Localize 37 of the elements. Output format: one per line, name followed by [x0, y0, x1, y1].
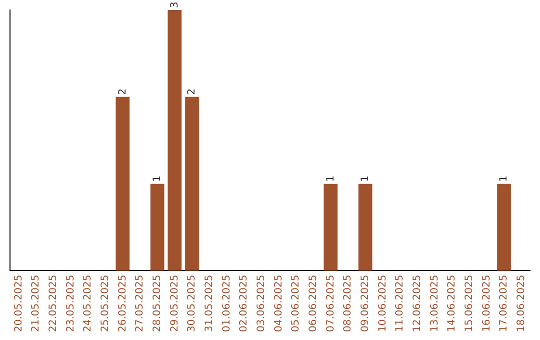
x-tick-label: 30.05.2025	[186, 274, 198, 332]
x-tick-label: 03.06.2025	[256, 274, 267, 332]
data-label: 2	[117, 88, 128, 95]
x-tick-label: 21.05.2025	[30, 274, 42, 332]
x-tick-label: 02.06.2025	[238, 274, 250, 332]
x-tick-label: 04.06.2025	[273, 274, 284, 332]
x-tick-label: 26.05.2025	[117, 274, 128, 332]
x-tick-label: 05.06.2025	[290, 274, 302, 332]
data-label: 1	[152, 175, 163, 182]
x-tick-label: 17.06.2025	[498, 274, 510, 332]
x-tick-label: 08.06.2025	[342, 274, 354, 332]
x-tick-label: 27.05.2025	[134, 274, 146, 332]
x-tick-label: 01.06.2025	[221, 274, 232, 332]
x-tick-label: 16.06.2025	[481, 274, 492, 332]
x-tick-label: 31.05.2025	[204, 274, 215, 332]
data-label: 2	[186, 88, 198, 95]
x-tick-label: 24.05.2025	[82, 274, 94, 332]
x-tick-label: 11.06.2025	[394, 274, 406, 332]
x-tick-label: 20.05.2025	[13, 274, 24, 332]
x-tick-label: 25.05.2025	[100, 274, 111, 332]
x-tick-label: 06.06.2025	[308, 274, 319, 332]
data-label: 1	[360, 175, 371, 182]
x-tick-label: 13.06.2025	[429, 274, 440, 332]
x-tick-label: 09.06.2025	[360, 274, 371, 332]
data-label: 1	[498, 175, 510, 182]
x-tick-label: 07.06.2025	[325, 274, 336, 332]
data-label: 1	[325, 175, 336, 182]
x-tick-label: 18.06.2025	[516, 274, 527, 332]
x-tick-label: 12.06.2025	[412, 274, 423, 332]
x-tick-label: 23.05.2025	[65, 274, 76, 332]
data-label: 3	[169, 2, 180, 8]
x-tick-label: 22.05.2025	[48, 274, 59, 332]
x-tick-label: 15.06.2025	[464, 274, 475, 332]
x-tick-label: 29.05.2025	[169, 274, 180, 332]
x-tick-label: 28.05.2025	[152, 274, 163, 332]
x-tick-label: 10.06.2025	[377, 274, 388, 332]
x-tick-label: 14.06.2025	[446, 274, 458, 332]
